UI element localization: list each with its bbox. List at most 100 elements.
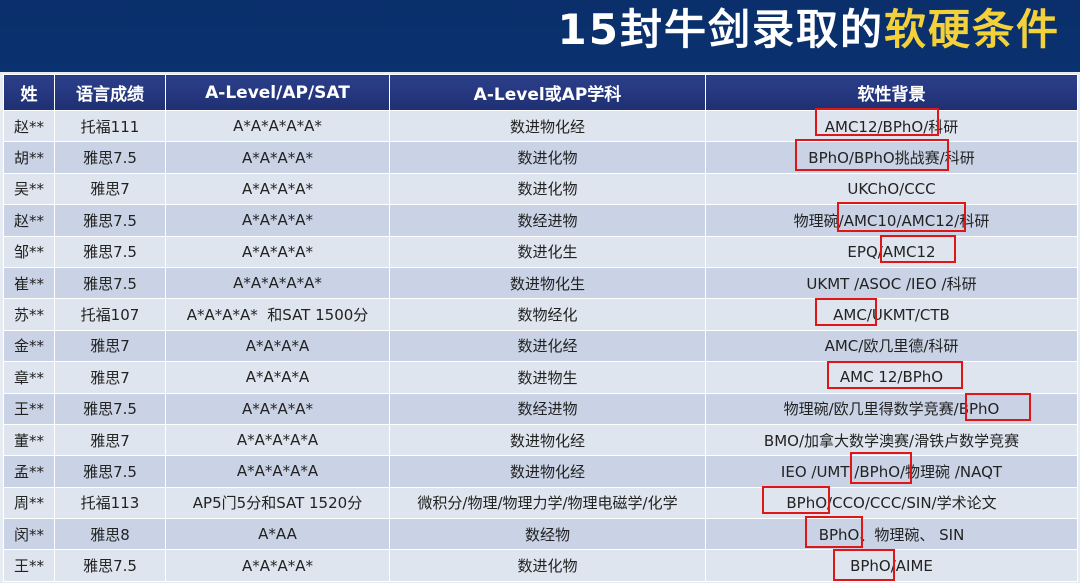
- cell-name: 王**: [3, 549, 55, 582]
- cell-name: 闵**: [3, 518, 55, 551]
- table-row: 崔** 雅思7.5 A*A*A*A*A* 数进物化生 UKMT /ASOC /I…: [3, 266, 1078, 300]
- cell-name: 赵**: [3, 109, 55, 143]
- cell-score: A*A*A*A*: [165, 392, 390, 425]
- cell-language: 雅思7.5: [54, 141, 166, 174]
- cell-subjects: 数进化物: [389, 549, 706, 582]
- table-row: 苏** 托福107 A*A*A*A* 和SAT 1500分 数物经化 AMC/U…: [3, 298, 1078, 331]
- cell-score: A*A*A*A*: [165, 172, 390, 206]
- table-row: 闵** 雅思8 A*AA 数经物 BPhO、物理碗、 SIN: [3, 518, 1078, 551]
- cell-score: A*A*A*A: [165, 329, 390, 363]
- cell-soft: IEO /UMT /BPhO/物理碗 /NAQT: [705, 455, 1078, 488]
- title-main: 15封牛剑录取的: [557, 5, 884, 54]
- cell-score: A*A*A*A*A*: [165, 266, 390, 300]
- header-name: 姓: [3, 74, 55, 111]
- cell-language: 雅思7.5: [54, 266, 166, 300]
- cell-subjects: 数经进物: [389, 204, 706, 237]
- table-row: 赵** 雅思7.5 A*A*A*A* 数经进物 物理碗/AMC10/AMC12/…: [3, 204, 1078, 237]
- cell-subjects: 数进化经: [389, 329, 706, 363]
- cell-soft: 物理碗/欧几里得数学竞赛/BPhO: [705, 392, 1078, 425]
- cell-soft: BPhO、物理碗、 SIN: [705, 518, 1078, 551]
- table-row: 周** 托福113 AP5门5分和SAT 1520分 微积分/物理/物理力学/物…: [3, 486, 1078, 520]
- header-language: 语言成绩: [54, 74, 166, 111]
- cell-language: 雅思7.5: [54, 204, 166, 237]
- cell-score: A*A*A*A*A*: [165, 109, 390, 143]
- header-score: A-Level/AP/SAT: [165, 74, 390, 111]
- cell-name: 胡**: [3, 141, 55, 174]
- table-header-row: 姓 语言成绩 A-Level/AP/SAT A-Level或AP学科 软性背景: [3, 74, 1078, 111]
- cell-subjects: 微积分/物理/物理力学/物理电磁学/化学: [389, 486, 706, 520]
- cell-subjects: 数进物化经: [389, 455, 706, 488]
- cell-score: A*A*A*A* 和SAT 1500分: [165, 298, 390, 331]
- cell-language: 雅思8: [54, 518, 166, 551]
- cell-score: A*AA: [165, 518, 390, 551]
- cell-score: A*A*A*A*: [165, 235, 390, 268]
- cell-soft: BPhO/BPhO挑战赛/科研: [705, 141, 1078, 174]
- cell-subjects: 数物经化: [389, 298, 706, 331]
- cell-language: 雅思7: [54, 172, 166, 206]
- cell-name: 董**: [3, 423, 55, 457]
- cell-soft: 物理碗/AMC10/AMC12/科研: [705, 204, 1078, 237]
- cell-subjects: 数进物生: [389, 361, 706, 394]
- cell-language: 雅思7: [54, 329, 166, 363]
- cell-name: 邹**: [3, 235, 55, 268]
- header-soft-background: 软性背景: [705, 74, 1078, 111]
- cell-name: 金**: [3, 329, 55, 363]
- admissions-table: 姓 语言成绩 A-Level/AP/SAT A-Level或AP学科 软性背景 …: [3, 74, 1078, 582]
- cell-language: 雅思7.5: [54, 235, 166, 268]
- cell-soft: BMO/加拿大数学澳赛/滑铁卢数学竞赛: [705, 423, 1078, 457]
- table-row: 孟** 雅思7.5 A*A*A*A*A 数进物化经 IEO /UMT /BPhO…: [3, 455, 1078, 488]
- table-row: 王** 雅思7.5 A*A*A*A* 数进化物 BPhO/AIME: [3, 549, 1078, 582]
- cell-language: 雅思7.5: [54, 549, 166, 582]
- cell-name: 崔**: [3, 266, 55, 300]
- cell-subjects: 数进化物: [389, 172, 706, 206]
- cell-name: 周**: [3, 486, 55, 520]
- cell-subjects: 数进化生: [389, 235, 706, 268]
- table-row: 金** 雅思7 A*A*A*A 数进化经 AMC/欧几里德/科研: [3, 329, 1078, 363]
- cell-subjects: 数进化物: [389, 141, 706, 174]
- cell-score: A*A*A*A: [165, 361, 390, 394]
- cell-score: AP5门5分和SAT 1520分: [165, 486, 390, 520]
- cell-soft: UKMT /ASOC /IEO /科研: [705, 266, 1078, 300]
- cell-name: 王**: [3, 392, 55, 425]
- table-row: 赵** 托福111 A*A*A*A*A* 数进物化经 AMC12/BPhO/科研: [3, 109, 1078, 143]
- table-row: 胡** 雅思7.5 A*A*A*A* 数进化物 BPhO/BPhO挑战赛/科研: [3, 141, 1078, 174]
- table-row: 董** 雅思7 A*A*A*A*A 数进物化经 BMO/加拿大数学澳赛/滑铁卢数…: [3, 423, 1078, 457]
- table-row: 邹** 雅思7.5 A*A*A*A* 数进化生 EPQ/AMC12: [3, 235, 1078, 268]
- table-row: 王** 雅思7.5 A*A*A*A* 数经进物 物理碗/欧几里得数学竞赛/BPh…: [3, 392, 1078, 425]
- cell-soft: AMC/UKMT/CTB: [705, 298, 1078, 331]
- cell-soft: UKChO/CCC: [705, 172, 1078, 206]
- cell-name: 孟**: [3, 455, 55, 488]
- cell-soft: BPhO/CCO/CCC/SIN/学术论文: [705, 486, 1078, 520]
- cell-language: 托福113: [54, 486, 166, 520]
- cell-language: 托福111: [54, 109, 166, 143]
- cell-score: A*A*A*A*: [165, 141, 390, 174]
- cell-score: A*A*A*A*: [165, 549, 390, 582]
- header-subjects: A-Level或AP学科: [389, 74, 706, 111]
- cell-language: 雅思7: [54, 423, 166, 457]
- cell-name: 苏**: [3, 298, 55, 331]
- cell-subjects: 数经物: [389, 518, 706, 551]
- cell-language: 托福107: [54, 298, 166, 331]
- cell-soft: AMC 12/BPhO: [705, 361, 1078, 394]
- cell-language: 雅思7.5: [54, 392, 166, 425]
- cell-subjects: 数进物化经: [389, 423, 706, 457]
- cell-name: 赵**: [3, 204, 55, 237]
- cell-soft: EPQ/AMC12: [705, 235, 1078, 268]
- cell-soft: AMC12/BPhO/科研: [705, 109, 1078, 143]
- table-row: 吴** 雅思7 A*A*A*A* 数进化物 UKChO/CCC: [3, 172, 1078, 206]
- cell-name: 吴**: [3, 172, 55, 206]
- cell-subjects: 数经进物: [389, 392, 706, 425]
- cell-name: 章**: [3, 361, 55, 394]
- cell-score: A*A*A*A*A: [165, 455, 390, 488]
- cell-score: A*A*A*A*A: [165, 423, 390, 457]
- table-row: 章** 雅思7 A*A*A*A 数进物生 AMC 12/BPhO: [3, 361, 1078, 394]
- cell-subjects: 数进物化生: [389, 266, 706, 300]
- table-panel: 姓 语言成绩 A-Level/AP/SAT A-Level或AP学科 软性背景 …: [0, 72, 1080, 583]
- page-title: 15封牛剑录取的软硬条件: [558, 6, 1060, 66]
- cell-score: A*A*A*A*: [165, 204, 390, 237]
- cell-soft: BPhO/AIME: [705, 549, 1078, 582]
- cell-subjects: 数进物化经: [389, 109, 706, 143]
- cell-soft: AMC/欧几里德/科研: [705, 329, 1078, 363]
- title-highlight: 软硬条件: [883, 5, 1060, 54]
- cell-language: 雅思7: [54, 361, 166, 394]
